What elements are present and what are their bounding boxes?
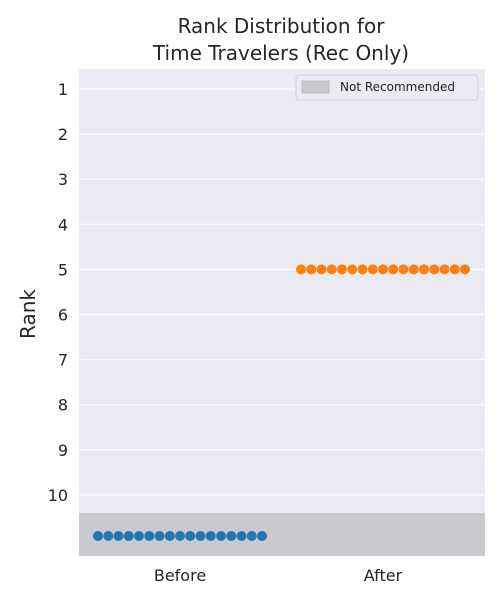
data-point-after bbox=[337, 264, 347, 275]
y-tick-label: 1 bbox=[58, 80, 68, 99]
data-point-after bbox=[449, 264, 460, 275]
plot-background bbox=[79, 69, 485, 556]
data-point-after bbox=[347, 264, 358, 275]
y-tick-label: 10 bbox=[48, 486, 68, 505]
data-point-after bbox=[326, 264, 337, 275]
legend-box bbox=[295, 74, 479, 101]
y-tick-label: 5 bbox=[58, 260, 68, 279]
data-point-before bbox=[144, 531, 155, 541]
legend: Not Recommended bbox=[295, 74, 479, 101]
data-points bbox=[93, 264, 470, 541]
x-tick-label: Before bbox=[154, 566, 206, 585]
data-point-before bbox=[257, 531, 267, 541]
data-point-before bbox=[205, 531, 216, 541]
data-point-after bbox=[460, 264, 470, 275]
grid-lines bbox=[79, 88, 485, 496]
y-tick-label: 4 bbox=[58, 215, 68, 234]
y-axis-label: Rank bbox=[16, 289, 40, 339]
data-point-after bbox=[378, 264, 388, 275]
data-point-after bbox=[429, 264, 440, 275]
data-point-before bbox=[216, 531, 226, 541]
data-point-before bbox=[154, 531, 165, 541]
data-point-after bbox=[388, 264, 399, 275]
y-tick-labels: 1 2 3 4 5 6 7 8 9 10 bbox=[48, 80, 68, 505]
data-point-after bbox=[367, 264, 378, 275]
data-point-after bbox=[398, 264, 409, 275]
data-point-before bbox=[175, 531, 185, 541]
data-point-before bbox=[103, 531, 114, 541]
x-tick-label: After bbox=[364, 566, 403, 585]
data-point-before bbox=[134, 531, 144, 541]
y-tick-label: 2 bbox=[58, 125, 68, 144]
data-point-before bbox=[123, 531, 134, 541]
data-point-before bbox=[164, 531, 175, 541]
data-point-before bbox=[113, 531, 124, 541]
data-point-after bbox=[419, 264, 429, 275]
data-point-before bbox=[195, 531, 206, 541]
y-tick-label: 8 bbox=[58, 396, 68, 415]
chart-title-line-2: Time Travelers (Rec Only) bbox=[152, 41, 409, 65]
data-point-before bbox=[185, 531, 196, 541]
data-point-after bbox=[316, 264, 327, 275]
chart-title-line-1: Rank Distribution for bbox=[178, 14, 386, 38]
data-point-before bbox=[246, 531, 257, 541]
data-point-after bbox=[306, 264, 317, 275]
data-point-after bbox=[439, 264, 450, 275]
x-tick-labels: Before After bbox=[154, 566, 403, 585]
legend-label: Not Recommended bbox=[340, 80, 455, 94]
data-point-after bbox=[296, 264, 306, 275]
data-point-before bbox=[236, 531, 247, 541]
data-point-after bbox=[408, 264, 419, 275]
legend-swatch bbox=[301, 80, 330, 94]
y-tick-label: 6 bbox=[58, 306, 68, 325]
y-tick-label: 9 bbox=[58, 441, 68, 460]
y-tick-label: 3 bbox=[58, 170, 68, 189]
y-tick-label: 7 bbox=[58, 351, 68, 370]
data-point-before bbox=[93, 531, 103, 541]
data-point-before bbox=[226, 531, 237, 541]
data-point-after bbox=[357, 264, 368, 275]
